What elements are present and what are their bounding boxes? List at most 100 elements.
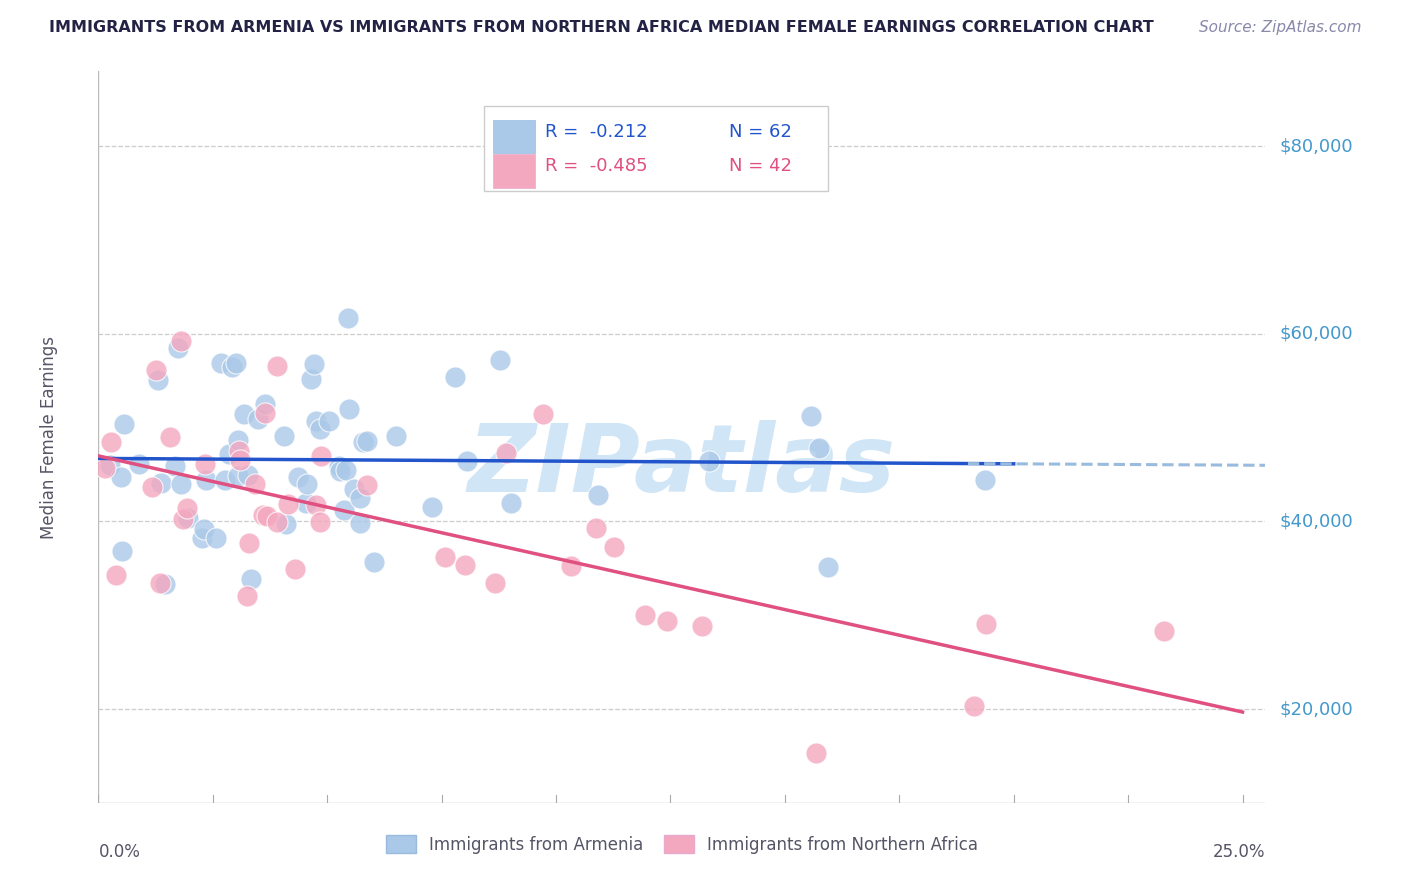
Text: Source: ZipAtlas.com: Source: ZipAtlas.com: [1198, 20, 1361, 35]
Point: [634, 608, 657, 623]
Point: [110, 470, 132, 484]
Point: [226, 468, 249, 483]
Point: [349, 516, 371, 531]
Point: [256, 509, 278, 524]
Point: [456, 453, 478, 467]
Point: [170, 477, 193, 491]
Point: [804, 746, 827, 760]
Point: [273, 429, 295, 443]
Point: [305, 498, 328, 512]
FancyBboxPatch shape: [484, 106, 828, 191]
Point: [531, 408, 554, 422]
Point: [112, 417, 135, 431]
Point: [166, 341, 188, 355]
Text: R =  -0.485: R = -0.485: [546, 158, 648, 176]
Point: [363, 555, 385, 569]
Point: [963, 699, 986, 714]
Text: N = 62: N = 62: [728, 123, 792, 141]
Point: [254, 397, 277, 411]
Point: [343, 482, 366, 496]
Point: [128, 457, 150, 471]
Point: [308, 515, 330, 529]
Point: [105, 568, 128, 582]
Point: [295, 477, 318, 491]
Legend: Immigrants from Armenia, Immigrants from Northern Africa: Immigrants from Armenia, Immigrants from…: [380, 829, 984, 860]
Text: $60,000: $60,000: [1279, 325, 1353, 343]
Point: [560, 559, 582, 574]
Point: [328, 459, 350, 474]
Point: [305, 414, 328, 428]
Point: [276, 517, 298, 532]
Point: [194, 473, 217, 487]
Point: [697, 454, 720, 468]
Point: [253, 406, 276, 420]
Point: [228, 452, 250, 467]
Point: [453, 558, 475, 573]
Point: [194, 458, 217, 472]
Point: [266, 515, 288, 529]
Point: [309, 422, 332, 436]
Point: [817, 559, 839, 574]
Point: [149, 475, 172, 490]
Point: [159, 430, 181, 444]
Point: [165, 458, 187, 473]
Point: [294, 496, 316, 510]
Point: [489, 352, 512, 367]
Point: [299, 372, 322, 386]
Point: [484, 575, 506, 590]
Point: [209, 355, 232, 369]
Point: [318, 414, 340, 428]
Point: [153, 576, 176, 591]
Point: [245, 477, 267, 491]
FancyBboxPatch shape: [494, 120, 534, 153]
Point: [177, 511, 200, 525]
Point: [98, 458, 121, 472]
Point: [218, 447, 240, 461]
Point: [385, 429, 408, 443]
Point: [252, 508, 274, 523]
Point: [170, 334, 193, 349]
Point: [148, 373, 170, 387]
Point: [233, 407, 256, 421]
Point: [335, 462, 357, 476]
Point: [690, 619, 713, 633]
Point: [145, 363, 167, 377]
Point: [1153, 624, 1175, 639]
Point: [240, 572, 263, 586]
Point: [172, 511, 194, 525]
Text: 25.0%: 25.0%: [1213, 843, 1265, 861]
Point: [287, 470, 309, 484]
Text: 0.0%: 0.0%: [98, 843, 141, 861]
Point: [501, 496, 523, 510]
Point: [585, 521, 607, 535]
Point: [603, 540, 626, 554]
Text: $40,000: $40,000: [1279, 513, 1353, 531]
Point: [349, 491, 371, 505]
Point: [337, 402, 360, 417]
Text: ZIPatlas: ZIPatlas: [468, 420, 896, 512]
Point: [238, 536, 260, 550]
Point: [225, 356, 247, 370]
Point: [284, 562, 307, 576]
Point: [94, 460, 117, 475]
Point: [193, 522, 215, 536]
Point: [420, 500, 443, 514]
Point: [332, 503, 354, 517]
Point: [352, 435, 374, 450]
Point: [302, 357, 325, 371]
Point: [205, 531, 228, 545]
Text: $80,000: $80,000: [1279, 137, 1353, 155]
Point: [657, 614, 679, 628]
Text: IMMIGRANTS FROM ARMENIA VS IMMIGRANTS FROM NORTHERN AFRICA MEDIAN FEMALE EARNING: IMMIGRANTS FROM ARMENIA VS IMMIGRANTS FR…: [49, 20, 1154, 35]
Point: [309, 449, 332, 463]
Point: [974, 617, 997, 632]
Text: Median Female Earnings: Median Female Earnings: [41, 335, 59, 539]
Point: [588, 488, 610, 502]
Point: [149, 576, 172, 591]
Point: [221, 359, 243, 374]
Point: [808, 441, 831, 455]
Point: [176, 500, 198, 515]
Point: [226, 433, 249, 447]
Point: [228, 444, 250, 458]
Text: R =  -0.212: R = -0.212: [546, 123, 648, 141]
